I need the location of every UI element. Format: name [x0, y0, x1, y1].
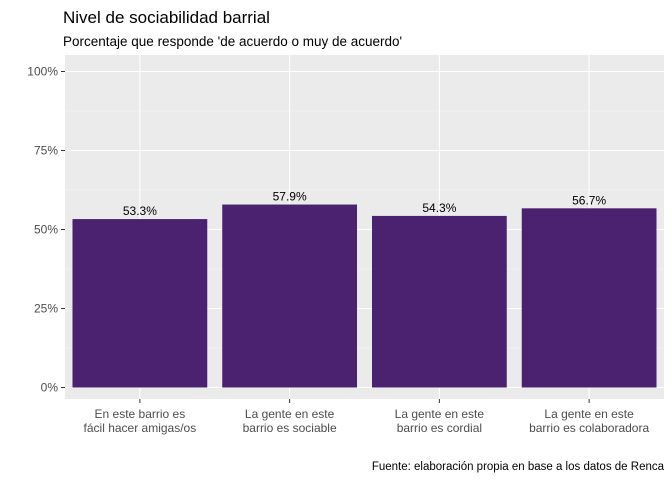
bar [222, 204, 358, 388]
data-label: 53.3% [123, 204, 157, 218]
bar [521, 208, 657, 388]
x-tick-label: La gente en este [395, 407, 485, 421]
data-labels: 53.3% 57.9% 54.3% 56.7% [123, 190, 607, 219]
y-tick-label: 100% [27, 65, 58, 79]
y-tick-label: 0% [41, 381, 59, 395]
bars [72, 204, 657, 388]
x-tick-label: fácil hacer amigas/os [84, 421, 197, 435]
chart-subtitle: Porcentaje que responde 'de acuerdo o mu… [63, 34, 402, 49]
x-tick-label: barrio es sociable [243, 421, 337, 435]
y-tick-label: 50% [34, 223, 58, 237]
chart-caption: Fuente: elaboración propia en base a los… [372, 461, 665, 473]
y-tick-label: 25% [34, 302, 58, 316]
x-tick-label: barrio es colaboradora [529, 421, 649, 435]
bar [72, 219, 208, 388]
bar [371, 215, 507, 388]
data-label: 57.9% [273, 190, 307, 204]
y-tick-label: 75% [34, 144, 58, 158]
y-axis: 0% 25% 50% 75% 100% [27, 65, 65, 395]
x-tick-label: La gente en este [544, 407, 634, 421]
data-label: 56.7% [572, 193, 606, 207]
x-tick-label: En este barrio es [95, 407, 186, 421]
chart-title: Nivel de sociabilidad barrial [63, 8, 270, 27]
x-tick-label: La gente en este [245, 407, 335, 421]
x-tick-label: barrio es cordial [397, 421, 482, 435]
data-label: 54.3% [422, 201, 456, 215]
